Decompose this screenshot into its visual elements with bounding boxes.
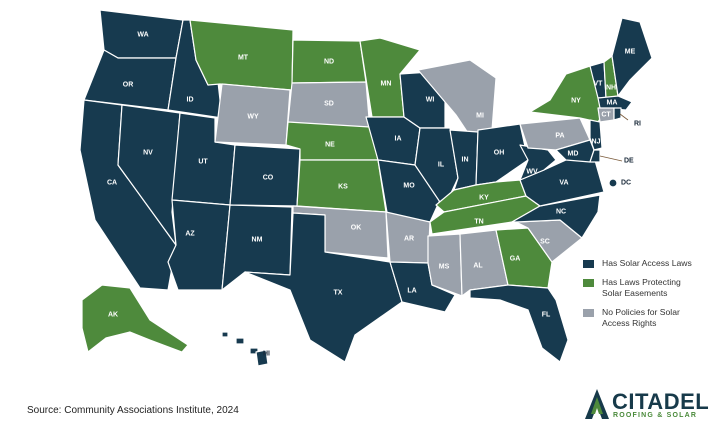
label-KY: KY	[479, 195, 489, 202]
label-CT: CT	[601, 112, 611, 119]
states-layer	[79, 9, 653, 367]
state-MS[interactable]	[427, 233, 463, 297]
label-NH: NH	[606, 85, 616, 92]
label-MS: MS	[439, 264, 450, 271]
state-AZ[interactable]	[167, 199, 231, 291]
label-OH: OH	[494, 150, 505, 157]
legend-item-easement: Has Laws Protecting Solar Easements	[583, 277, 713, 299]
state-RI[interactable]	[613, 107, 622, 121]
state-labels: WA OR CA ID NV UT AZ MT WY CO NM ND SD N…	[107, 32, 641, 358]
state-VA[interactable]	[519, 149, 605, 207]
label-NY: NY	[571, 98, 581, 105]
label-FL: FL	[542, 312, 551, 319]
label-WV: WV	[526, 169, 538, 176]
label-ME: ME	[625, 49, 636, 56]
citadel-logo-tagline: ROOFING & SOLAR	[613, 412, 698, 419]
legend-swatch-access	[583, 260, 594, 268]
legend-label-access: Has Solar Access Laws	[602, 258, 692, 268]
state-AK[interactable]	[81, 284, 189, 353]
state-NJ[interactable]	[589, 119, 603, 151]
label-DE: DE	[624, 158, 634, 165]
state-MO[interactable]	[377, 159, 441, 223]
label-WY: WY	[247, 114, 259, 121]
leader-lines	[599, 113, 629, 162]
state-HI[interactable]	[221, 331, 269, 367]
label-TX: TX	[334, 290, 343, 297]
leader-line-de	[599, 155, 623, 162]
label-NC: NC	[556, 209, 566, 216]
label-VA: VA	[559, 180, 568, 187]
label-NE: NE	[325, 142, 335, 149]
state-MT[interactable]	[189, 19, 294, 91]
label-TN: TN	[474, 219, 483, 226]
label-PA: PA	[555, 133, 564, 140]
citadel-logo: CITADEL ROOFING & SOLAR	[584, 388, 709, 422]
legend-label-none: No Policies for Solar Access Rights	[602, 307, 680, 328]
label-NV: NV	[143, 150, 153, 157]
state-FL[interactable]	[469, 284, 569, 363]
legend: Has Solar Access Laws Has Laws Protectin…	[583, 258, 713, 337]
label-CO: CO	[263, 175, 274, 182]
leader-line-ri	[619, 113, 629, 121]
label-SC: SC	[540, 239, 550, 246]
legend-swatch-none	[583, 309, 594, 317]
label-AK: AK	[108, 312, 118, 319]
label-SD: SD	[324, 101, 334, 108]
label-UT: UT	[198, 159, 208, 166]
state-MA[interactable]	[597, 95, 633, 111]
legend-item-access: Has Solar Access Laws	[583, 258, 713, 269]
label-MI: MI	[476, 113, 484, 120]
state-OH[interactable]	[475, 123, 529, 186]
state-ME[interactable]	[611, 17, 653, 97]
label-WA: WA	[137, 32, 148, 39]
label-KS: KS	[338, 184, 348, 191]
label-RI: RI	[634, 121, 641, 128]
label-MA: MA	[607, 100, 618, 107]
legend-label-easement: Has Laws Protecting Solar Easements	[602, 277, 681, 298]
label-AZ: AZ	[185, 231, 195, 238]
source-note: Source: Community Associations Institute…	[27, 405, 239, 416]
state-DC[interactable]	[608, 178, 618, 188]
label-MO: MO	[403, 183, 415, 190]
label-OR: OR	[123, 82, 134, 89]
label-AR: AR	[404, 236, 414, 243]
label-AL: AL	[473, 263, 483, 270]
label-WI: WI	[426, 97, 435, 104]
label-VT: VT	[594, 81, 604, 88]
label-MN: MN	[381, 81, 392, 88]
state-OR[interactable]	[83, 49, 177, 111]
label-LA: LA	[407, 288, 416, 295]
label-MD: MD	[568, 151, 579, 158]
label-IN: IN	[462, 157, 469, 164]
legend-swatch-easement	[583, 279, 594, 287]
label-DC: DC	[621, 180, 631, 187]
label-IA: IA	[395, 136, 402, 143]
state-TX[interactable]	[244, 212, 403, 363]
legend-item-none: No Policies for Solar Access Rights	[583, 307, 713, 329]
citadel-logo-name: CITADEL	[612, 389, 710, 414]
label-HI: HI	[263, 351, 270, 358]
label-GA: GA	[510, 256, 521, 263]
state-DE[interactable]	[589, 149, 601, 163]
label-ID: ID	[187, 97, 194, 104]
label-NJ: NJ	[592, 139, 601, 146]
label-OK: OK	[351, 225, 362, 232]
label-IL: IL	[438, 162, 445, 169]
label-CA: CA	[107, 180, 117, 187]
label-ND: ND	[324, 59, 334, 66]
label-NM: NM	[252, 237, 263, 244]
label-MT: MT	[238, 55, 249, 62]
citadel-logo-mark-icon	[585, 389, 609, 419]
